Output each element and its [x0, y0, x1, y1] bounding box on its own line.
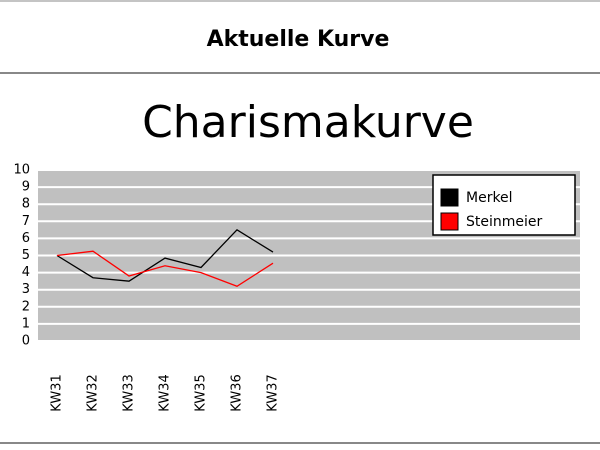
y-tick-label: 9 — [22, 180, 30, 195]
y-tick-label: 7 — [22, 214, 30, 229]
chart-title: Charismakurve — [142, 97, 474, 148]
y-tick-label: 6 — [22, 231, 30, 246]
y-tick-label: 8 — [22, 197, 30, 212]
x-tick-label: KW33 — [122, 374, 137, 411]
x-tick-label: KW32 — [86, 374, 101, 411]
legend-swatch — [440, 212, 459, 231]
x-tick-label: KW31 — [50, 374, 65, 411]
y-tick-label: 10 — [13, 163, 30, 178]
series-line — [56, 250, 274, 288]
y-tick-label: 4 — [22, 265, 30, 280]
x-tick-label: KW37 — [266, 374, 281, 411]
series-line — [56, 229, 274, 282]
legend-label: Steinmeier — [466, 214, 543, 230]
y-tick-label: 5 — [22, 248, 30, 263]
legend-label: Merkel — [466, 190, 513, 206]
header-title: Aktuelle Kurve — [207, 27, 390, 52]
x-tick-label: KW35 — [194, 374, 209, 411]
x-tick-label: KW34 — [158, 374, 173, 411]
y-tick-label: 1 — [22, 316, 30, 331]
x-tick-label: KW36 — [230, 374, 245, 411]
y-tick-label: 3 — [22, 282, 30, 297]
y-tick-label: 0 — [22, 334, 30, 349]
y-tick-label: 2 — [22, 299, 30, 314]
legend-swatch — [440, 188, 459, 207]
